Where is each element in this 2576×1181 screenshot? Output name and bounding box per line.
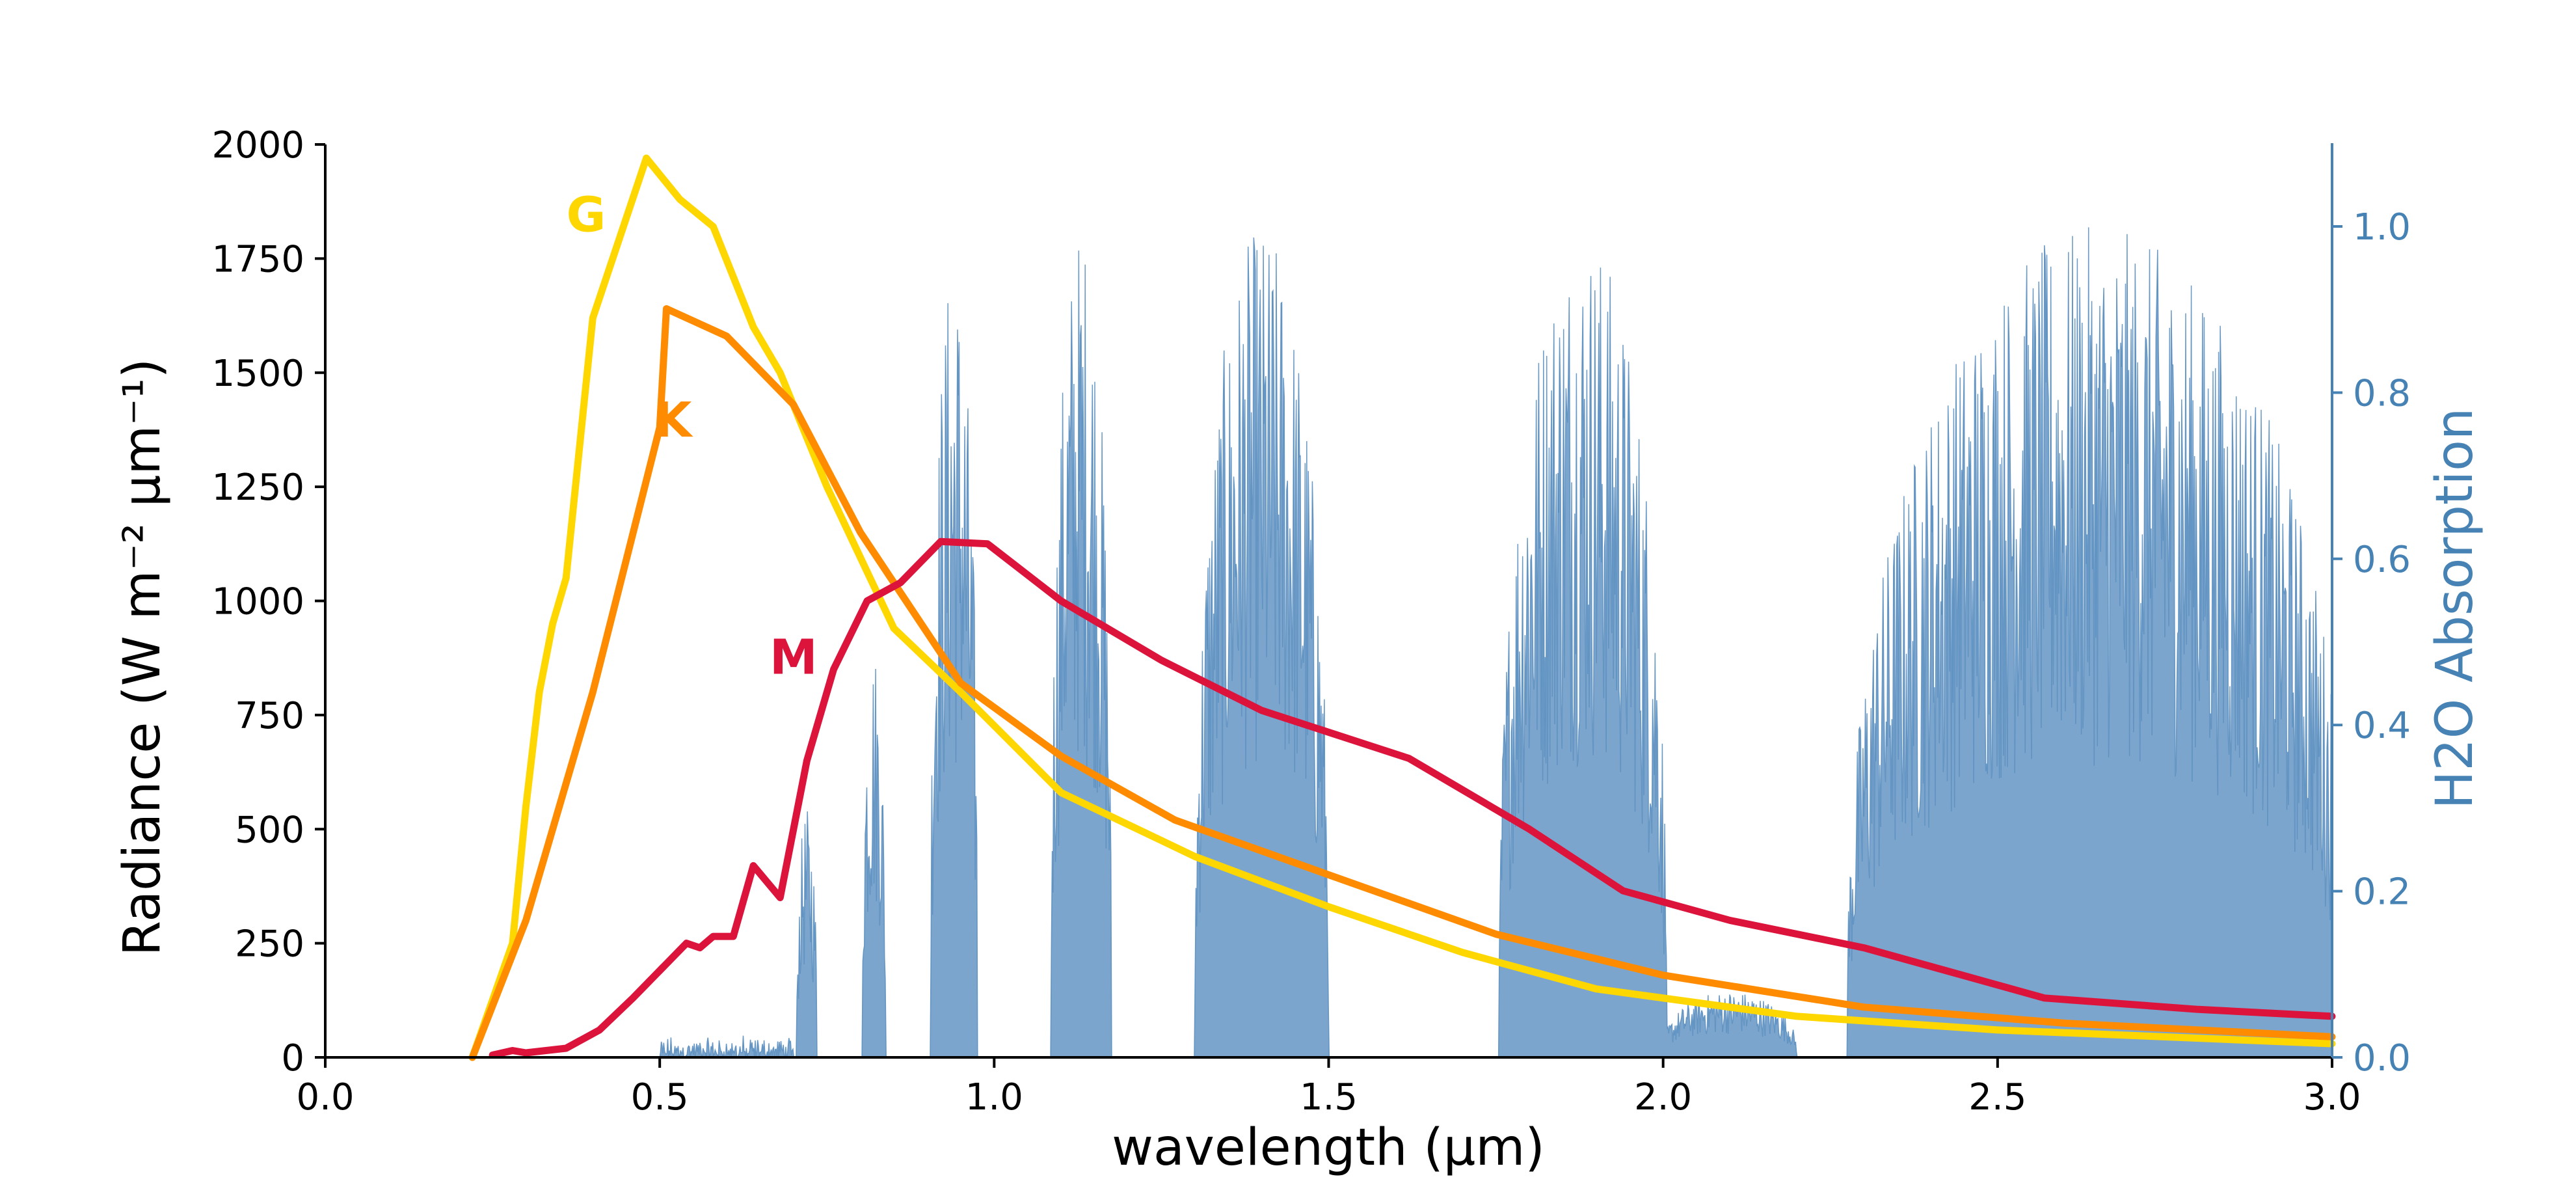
y-right-tick-label: 1.0	[2353, 206, 2411, 249]
x-tick-label: 2.0	[1634, 1076, 1692, 1119]
y-right-tick-label: 0.8	[2353, 372, 2411, 414]
series-line-K	[468, 305, 2336, 1061]
y-tick-label: 2000	[211, 124, 304, 167]
y-tick-label: 1500	[211, 353, 304, 395]
y-axis-right-title: H2O Absorption	[2426, 408, 2484, 809]
y-tick-label: 750	[235, 695, 304, 737]
x-tick-label: 1.5	[1300, 1076, 1358, 1119]
series-labels: G K M	[567, 187, 818, 685]
y-right-tick-label: 0.4	[2353, 705, 2411, 747]
y-tick-label: 500	[235, 809, 304, 851]
y-tick-label: 0	[281, 1037, 304, 1079]
x-tick-label: 3.0	[2303, 1076, 2361, 1119]
series-line-M	[489, 537, 2336, 1059]
x-tick-label: 2.5	[1968, 1076, 2026, 1119]
y-right-tick-label: 0.0	[2353, 1037, 2411, 1079]
series-label-M: M	[770, 630, 818, 686]
x-tick-label: 0.0	[296, 1076, 354, 1119]
y-right-tick-label: 0.6	[2353, 539, 2411, 581]
radiance-series-lines	[468, 154, 2336, 1061]
y-right-tick-label: 0.2	[2353, 871, 2411, 914]
y-tick-label: 1000	[211, 581, 304, 623]
tick-labels: 0.0 0.5 1.0 1.5 2.0 2.5 3.0 0 250 500 750 1000 1250 1…	[211, 124, 2411, 1119]
series-label-G: G	[567, 187, 606, 243]
y-tick-label: 1750	[211, 238, 304, 280]
y-tick-label: 1250	[211, 467, 304, 509]
x-tick-label: 0.5	[631, 1076, 689, 1119]
y-axis-title: Radiance (W m⁻² μm⁻¹)	[113, 359, 172, 956]
series-line-G	[468, 154, 2336, 1061]
y-tick-label: 250	[235, 923, 304, 966]
x-axis-title: wavelength (μm)	[1112, 1119, 1545, 1177]
series-label-K: K	[654, 392, 693, 448]
x-tick-label: 1.0	[965, 1076, 1023, 1119]
